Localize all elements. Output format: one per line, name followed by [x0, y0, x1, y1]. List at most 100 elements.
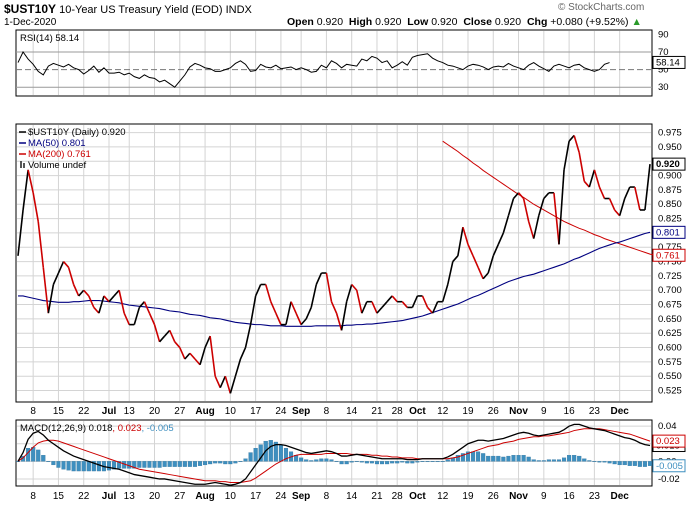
price-segment	[239, 347, 247, 360]
rsi-line	[17, 51, 610, 88]
ma200-last-value: 0.761	[656, 250, 680, 261]
price-segment	[234, 358, 242, 377]
price-segment	[487, 255, 495, 274]
low-value: 0.920	[431, 16, 458, 28]
price-segment	[376, 306, 383, 314]
x-tick-label: Nov	[509, 406, 528, 417]
price-tick-label: 0.525	[658, 386, 682, 397]
price-segment	[57, 261, 65, 274]
price-segment	[62, 261, 70, 268]
macd-hist-bar	[602, 461, 607, 463]
price-segment	[588, 169, 596, 188]
x-tick-label: Aug	[195, 491, 214, 502]
macd-hist-bar	[617, 461, 622, 466]
price-segment	[623, 186, 631, 199]
macd-hist-bar	[86, 461, 91, 472]
price-segment	[391, 295, 398, 303]
x-tick-label: 20	[149, 406, 161, 417]
price-segment	[168, 330, 176, 343]
macd-hist-bar	[273, 441, 278, 462]
macd-hist-bar	[137, 461, 142, 468]
macd-hist-bar	[177, 461, 182, 467]
macd-hist-bar	[481, 453, 486, 462]
macd-hist-bar	[592, 461, 597, 463]
macd-hist-bar	[243, 458, 248, 462]
chg-value: +0.080 (+9.52%)	[550, 16, 629, 28]
macd-signal-line	[17, 428, 651, 483]
macd-hist-bar	[167, 461, 172, 467]
price-tick-label: 0.675	[658, 300, 682, 311]
price-segment	[573, 135, 580, 153]
high-label: High	[348, 16, 373, 28]
macd-hist-bar	[81, 461, 86, 472]
macd-hist-bar	[562, 457, 567, 462]
macd-line	[17, 423, 651, 486]
x-tick-label: 16	[564, 406, 576, 417]
price-segment	[527, 221, 535, 239]
price-segment	[411, 295, 419, 308]
macd-hist-bar	[501, 456, 506, 462]
macd-hist-bar	[551, 459, 556, 462]
price-segment	[290, 301, 297, 314]
macd-hist-bar	[66, 461, 71, 471]
price-tick-label: 0.700	[658, 285, 682, 296]
price-segment	[618, 198, 626, 216]
macd-hist-bar	[455, 455, 460, 462]
macd-hist-bar	[56, 461, 61, 468]
macd-hist-bar	[445, 459, 450, 462]
macd-legend-part: , 0.023	[112, 423, 141, 434]
macd-hist-bar	[364, 461, 369, 464]
price-segment	[330, 301, 338, 314]
macd-hist-bar	[491, 455, 496, 462]
symbol[interactable]: $UST10Y	[4, 2, 57, 16]
macd-hist-bar	[385, 461, 390, 465]
macd-hist-last-value: -0.005	[656, 461, 683, 472]
x-tick-label: 26	[488, 406, 500, 417]
macd-hist-bar	[354, 461, 359, 463]
macd-hist-bar	[309, 460, 314, 462]
x-tick-label: 23	[589, 406, 601, 417]
price-segment	[477, 266, 484, 280]
macd-hist-bar	[182, 461, 187, 467]
high-value: 0.920	[375, 16, 402, 28]
price-segment	[386, 295, 393, 303]
price-segment	[517, 192, 525, 200]
macd-hist-bar	[521, 455, 526, 462]
price-segment	[22, 169, 29, 211]
macd-hist-bar	[31, 447, 36, 462]
price-segment	[275, 312, 282, 325]
x-tick-label: 13	[124, 491, 136, 502]
macd-hist-bar	[572, 455, 577, 462]
macd-hist-bar	[465, 451, 471, 462]
macd-legend-part: MACD(12,26,9) 0.018	[20, 423, 112, 434]
price-segment	[512, 192, 520, 200]
x-tick-label: 19	[462, 406, 474, 417]
price-segment	[497, 232, 505, 245]
price-segment	[467, 244, 474, 257]
x-tick-label: 22	[78, 491, 90, 502]
macd-hist-bar	[420, 461, 425, 463]
price-tick-label: 0.975	[658, 128, 682, 139]
macd-hist-bar	[470, 451, 476, 462]
macd-hist-bar	[228, 461, 233, 465]
price-segment	[507, 198, 515, 216]
macd-signal-last-value: 0.023	[656, 436, 680, 447]
macd-hist-bar	[359, 461, 364, 463]
price-legend-item: MA(50) 0.801	[28, 138, 86, 149]
macd-hist-bar	[319, 458, 324, 462]
x-tick-label: 10	[225, 406, 237, 417]
price-segment	[401, 301, 408, 308]
macd-hist-bar	[324, 458, 329, 462]
price-legend-item: MA(200) 0.761	[28, 149, 91, 160]
price-segment	[113, 289, 120, 297]
macd-hist-bar	[334, 461, 339, 463]
x-tick-label: 17	[250, 491, 262, 502]
price-tick-label: 0.825	[658, 214, 682, 225]
x-tick-label: 14	[346, 406, 358, 417]
x-tick-label: 23	[589, 491, 601, 502]
price-segment	[462, 226, 469, 245]
rsi-tick-label: 30	[658, 82, 669, 93]
x-tick-label: Aug	[195, 406, 214, 417]
x-tick-label: Sep	[292, 491, 310, 502]
